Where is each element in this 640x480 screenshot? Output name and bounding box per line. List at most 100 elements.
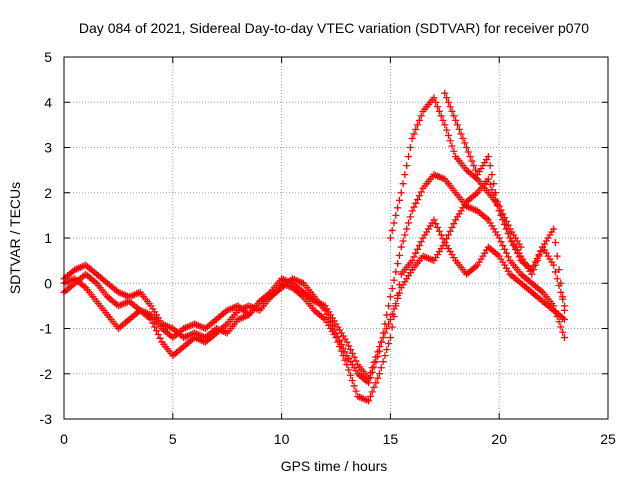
data-point [332,334,340,342]
data-point [386,334,394,342]
data-point [395,251,403,259]
data-point [492,189,500,197]
data-point [441,239,449,247]
data-point [533,257,541,265]
x-tick-label: 20 [491,431,507,447]
data-point [430,94,438,102]
data-point [327,318,335,326]
data-point [446,103,454,111]
data-point [493,198,501,206]
axis-ticks: 0 5 10 15 20 25 -3 -2 -1 0 1 2 3 4 5 [40,49,616,447]
data-point [560,334,568,342]
data-point [352,387,360,395]
data-point [408,134,416,142]
data-point [405,153,413,161]
data-point [337,347,345,355]
series-track-2 [60,216,568,405]
data-point [397,243,405,251]
y-tick-label: 1 [44,230,52,246]
data-point [490,180,498,188]
data-point [550,261,558,269]
data-point [553,275,561,283]
data-point [434,223,442,231]
data-point [350,353,358,361]
data-point [448,223,456,231]
data-point [347,346,355,354]
data-point [446,137,454,145]
data-point [399,180,407,188]
data-point [383,311,391,319]
data-point [441,121,449,129]
data-point [557,279,565,287]
data-point [410,130,418,138]
data-point [461,139,469,147]
data-point [437,112,445,120]
data-point [448,142,456,150]
data-point [390,219,398,227]
data-point [334,338,342,346]
x-tick-label: 5 [169,431,177,447]
data-point [377,338,385,346]
data-point [435,107,443,115]
data-point [374,348,382,356]
data-point [405,219,413,227]
data-point [408,257,416,265]
grid [64,57,608,419]
data-point [388,310,396,318]
data-point [390,276,398,284]
data-point [385,340,393,348]
data-point [528,270,536,278]
data-point [390,305,398,313]
data-point [341,356,349,364]
data-point [365,397,373,405]
data-point [383,325,391,332]
data-point [435,227,443,235]
data-point [430,216,438,224]
chart-title: Day 084 of 2021, Sidereal Day-to-day VTE… [79,20,589,36]
data-point [406,144,414,151]
data-point [366,392,374,400]
data-point [336,343,344,351]
data-point [414,245,422,253]
data-point [470,162,478,170]
data-point [365,374,373,382]
data-point [504,229,512,237]
data-point [399,237,407,245]
plot-frame [63,56,609,420]
data-point [555,318,563,326]
data-point [499,216,507,224]
data-point [459,134,467,142]
x-tick-label: 0 [60,431,68,447]
data-point [386,234,394,242]
data-point [559,328,567,336]
data-point [531,261,539,269]
data-point [397,189,405,197]
y-tick-label: -3 [40,411,53,427]
data-point [557,288,565,296]
data-point [394,204,402,212]
data-point [347,371,355,379]
data-point [395,196,403,204]
data-point [370,358,378,366]
data-point [370,383,378,391]
data-point [560,315,568,323]
data-point [366,369,374,377]
data-point [553,252,561,260]
data-point [406,213,414,221]
data-point [414,121,422,129]
y-axis-label: SDTVAR / TECUs [7,182,23,294]
data-point [388,226,396,234]
data-point [412,125,420,133]
data-point [412,249,420,257]
data-point [385,302,393,310]
data-point [381,352,389,360]
data-point [348,349,356,357]
data-point [394,294,402,302]
data-point [386,315,394,323]
data-point [502,249,510,257]
data-marks [60,89,568,405]
data-point [374,374,382,382]
data-point [488,171,496,179]
data-point [386,293,394,301]
